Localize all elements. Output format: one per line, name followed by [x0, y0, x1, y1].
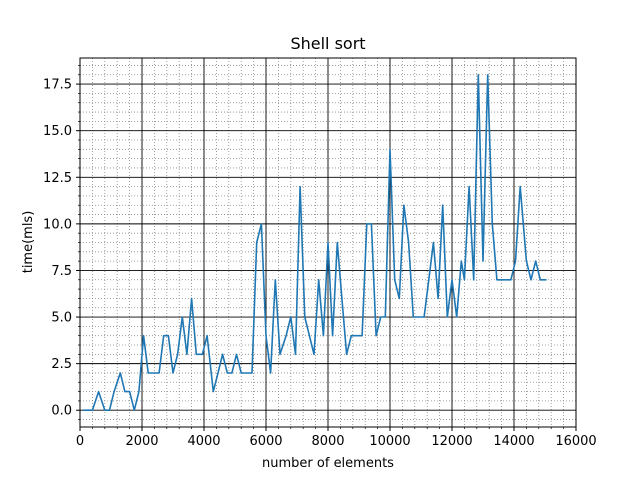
x-axis-label: number of elements — [262, 456, 394, 471]
x-tick-label: 16000 — [555, 434, 596, 449]
x-tick-label: 4000 — [187, 434, 220, 449]
y-tick-labels: 0.0 2.5 5.0 7.5 10.0 12.5 15.0 17.5 — [43, 78, 72, 419]
x-tick-label: 0 — [76, 434, 84, 449]
y-tick-label: 7.5 — [51, 264, 72, 279]
y-tick-label: 15.0 — [43, 124, 72, 139]
axis-ticks — [76, 65, 577, 431]
x-tick-label: 6000 — [249, 434, 282, 449]
series-line — [83, 74, 547, 412]
y-tick-label: 17.5 — [43, 78, 72, 93]
x-tick-label: 10000 — [369, 434, 410, 449]
x-tick-label: 8000 — [311, 434, 344, 449]
y-tick-label: 0.0 — [51, 404, 72, 419]
y-tick-label: 10.0 — [43, 217, 72, 232]
x-tick-label: 14000 — [493, 434, 534, 449]
y-axis-label: time(mls) — [21, 211, 36, 274]
y-tick-label: 12.5 — [43, 171, 72, 186]
x-tick-label: 12000 — [431, 434, 472, 449]
chart-title: Shell sort — [290, 34, 365, 53]
y-tick-label: 5.0 — [51, 311, 72, 326]
x-tick-labels: 0 2000 4000 6000 8000 10000 12000 14000 16000 — [76, 434, 597, 449]
x-tick-label: 2000 — [125, 434, 158, 449]
y-tick-label: 2.5 — [51, 357, 72, 372]
major-grid — [79, 58, 577, 427]
